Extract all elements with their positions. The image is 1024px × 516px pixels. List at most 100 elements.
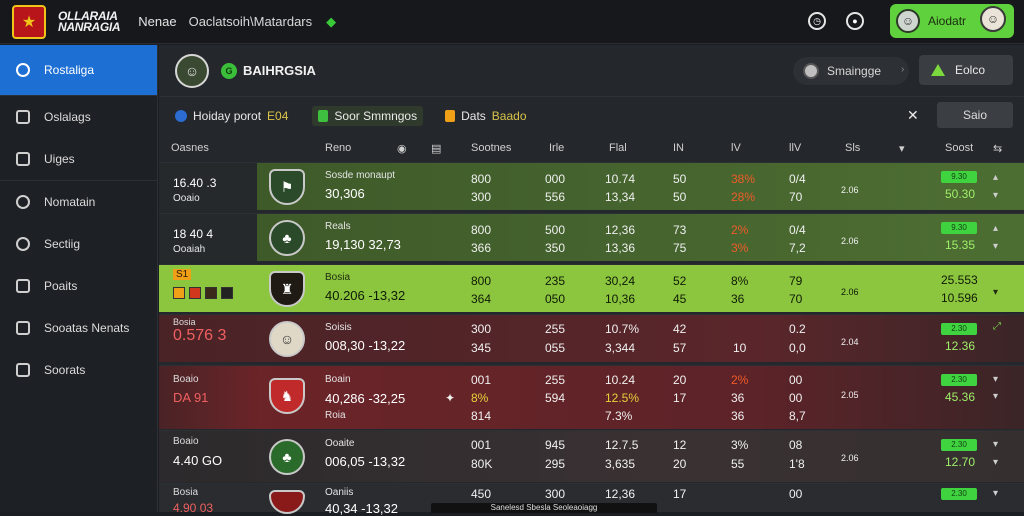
cell: 3% bbox=[731, 438, 749, 452]
filter-chip-3[interactable]: Dats Baado bbox=[445, 109, 527, 123]
columns-icon[interactable]: ⇆ bbox=[993, 143, 1003, 155]
warning-icon bbox=[931, 64, 945, 76]
sidebar-item-5[interactable]: Poaits bbox=[0, 265, 157, 307]
alert-button[interactable]: Eolco bbox=[919, 55, 1013, 85]
badge-icon bbox=[221, 287, 233, 299]
status-badge: 2.30 bbox=[941, 323, 977, 335]
cell: 08 bbox=[789, 438, 803, 452]
notification-icon[interactable]: ● bbox=[846, 12, 864, 30]
sidebar-item-1[interactable]: Oslalags bbox=[0, 96, 157, 138]
sidebar-item-7[interactable]: Soorats bbox=[0, 349, 157, 391]
cell: 2.05 bbox=[841, 390, 859, 400]
col-header[interactable]: Sootnes bbox=[471, 142, 512, 154]
chevron-down-icon[interactable]: ▾ bbox=[993, 488, 999, 499]
team-label: Soisis bbox=[325, 322, 352, 333]
table-row[interactable]: 16.40 .3 Ooaio ⚑ Sosde monaupt 30,306 80… bbox=[159, 162, 1024, 210]
filter-button[interactable]: Saio bbox=[937, 102, 1013, 128]
cell: 17 bbox=[673, 487, 687, 501]
col-header[interactable]: lV bbox=[731, 142, 741, 154]
standings-selector[interactable]: Smaingge bbox=[793, 57, 909, 85]
cell: 0.2 bbox=[789, 322, 806, 336]
col-header[interactable]: IN bbox=[673, 142, 684, 154]
cell: 594 bbox=[545, 391, 566, 405]
sidebar-item-4[interactable]: Sectiig bbox=[0, 223, 157, 265]
col-header[interactable]: Sls bbox=[845, 142, 861, 154]
top-label[interactable]: Nenae bbox=[138, 14, 177, 29]
col-header[interactable]: Reno bbox=[325, 142, 352, 154]
cell: 0/4 bbox=[789, 172, 806, 186]
row-name: 4.90 03 bbox=[173, 501, 214, 515]
cell: 350 bbox=[545, 241, 566, 255]
row-badges bbox=[173, 287, 233, 301]
row-sub: Bosia bbox=[173, 317, 196, 327]
sidebar-item-6[interactable]: Sooatas Nenats bbox=[0, 307, 157, 349]
sidebar-item-0[interactable]: Rostaliga bbox=[0, 45, 157, 95]
sidebar: Rostaliga Oslalags Uiges Nomatain Sectii… bbox=[0, 45, 158, 512]
row-value: 50.30 bbox=[945, 187, 976, 201]
cell: 50 bbox=[673, 172, 687, 186]
col-header[interactable]: Soost bbox=[945, 142, 974, 154]
filter-chip-1[interactable]: Hoiday porot E04 bbox=[175, 109, 288, 123]
clock-icon[interactable]: ◷ bbox=[808, 12, 826, 30]
table-row[interactable]: Boaio 4.40 GO ♣ Ooaite 006,05 -13,32 001… bbox=[159, 430, 1024, 482]
sidebar-item-3[interactable]: Nomatain bbox=[0, 181, 157, 223]
cell: 0/4 bbox=[789, 223, 806, 237]
row-value: 15.35 bbox=[945, 238, 976, 252]
col-header[interactable]: llV bbox=[789, 142, 802, 154]
cell: 814 bbox=[471, 409, 492, 423]
col-header[interactable]: Irle bbox=[549, 142, 565, 154]
chevron-down-icon[interactable]: ▾ bbox=[993, 457, 999, 468]
row-value: 12.70 bbox=[945, 455, 976, 469]
top-breadcrumb[interactable]: Oaclatsoih\Matardars bbox=[188, 14, 313, 29]
chevron-down-icon[interactable]: ▾ bbox=[993, 190, 999, 201]
team-score: 40,34 -13,32 bbox=[325, 501, 399, 516]
col-header[interactable]: Oasnes bbox=[171, 142, 209, 154]
col-header[interactable]: Flal bbox=[609, 142, 627, 154]
user-menu[interactable]: ☺ Aiodatr ☺ bbox=[890, 4, 1014, 38]
diamond-icon[interactable]: ◆ bbox=[326, 13, 337, 29]
chevron-down-icon[interactable]: ▾ bbox=[993, 439, 999, 450]
table-row[interactable]: 0.576 3 Bosia ☺ Soisis 008,30 -13,22 300… bbox=[159, 314, 1024, 362]
row-name: DA 91 bbox=[173, 390, 209, 405]
table-row-selected[interactable]: S1 ♜ Bosia 40.206 -13,32 800 364 235 050… bbox=[159, 264, 1024, 312]
chevron-down-icon[interactable]: ▾ bbox=[993, 374, 999, 385]
club-crest-icon: ♜ bbox=[269, 271, 305, 307]
chevron-down-icon[interactable]: ▾ bbox=[993, 287, 999, 298]
chevron-up-icon[interactable]: ▴ bbox=[993, 223, 999, 234]
cell: 7.3% bbox=[605, 409, 633, 423]
app-logo[interactable]: ★ bbox=[12, 4, 46, 39]
team-label: Oaniis bbox=[325, 487, 354, 498]
sort-icon[interactable]: ◉ bbox=[397, 143, 407, 155]
user-filter-icon[interactable]: ✕ bbox=[907, 107, 919, 123]
chevron-up-icon[interactable]: ▴ bbox=[993, 172, 999, 183]
filter-icon[interactable]: ▤ bbox=[431, 143, 442, 155]
chevron-down-icon[interactable]: ▾ bbox=[993, 241, 999, 252]
team-score: 40,286 -32,25 bbox=[325, 391, 406, 406]
table-row[interactable]: 18 40 4 Ooaiah ♣ Reals 19,130 32,73 800 … bbox=[159, 213, 1024, 261]
club-crest-icon: ⚑ bbox=[269, 169, 305, 205]
table-row[interactable]: DA 91 Boaio ♞ Boain 40,286 -32,25 Roia ✦… bbox=[159, 365, 1024, 429]
chevron-down-icon[interactable]: ▾ bbox=[899, 143, 905, 155]
cell: 001 bbox=[471, 373, 492, 387]
expand-icon[interactable]: ⤢ bbox=[993, 321, 1001, 332]
sidebar-item-2[interactable]: Uiges bbox=[0, 138, 157, 180]
chevron-right-icon[interactable]: › bbox=[901, 64, 905, 75]
cell: 75 bbox=[673, 241, 687, 255]
cell: 800 bbox=[471, 274, 492, 288]
cell: 50 bbox=[673, 190, 687, 204]
row-sub: Boaio bbox=[173, 374, 199, 385]
filter-chip-2[interactable]: Soor Smmngos bbox=[312, 106, 424, 126]
status-badge: 2.30 bbox=[941, 488, 977, 500]
team-avatar-icon[interactable]: ☺ bbox=[175, 53, 209, 88]
row-value: 12.36 bbox=[945, 339, 976, 353]
brand-line2: NANRAGIA bbox=[58, 19, 121, 34]
star-icon[interactable]: ✦ bbox=[445, 391, 456, 405]
chevron-down-icon[interactable]: ▾ bbox=[993, 391, 999, 402]
team-score: 006,05 -13,32 bbox=[325, 454, 406, 469]
panel-header: ☺ G BAIHRGSIA Smaingge › Eolco bbox=[159, 45, 1024, 97]
cell: 300 bbox=[471, 190, 492, 204]
status-badge: 9.30 bbox=[941, 222, 977, 234]
cell: 28% bbox=[731, 190, 756, 204]
cell: 000 bbox=[545, 172, 566, 186]
club-crest-icon: ♣ bbox=[269, 220, 305, 256]
